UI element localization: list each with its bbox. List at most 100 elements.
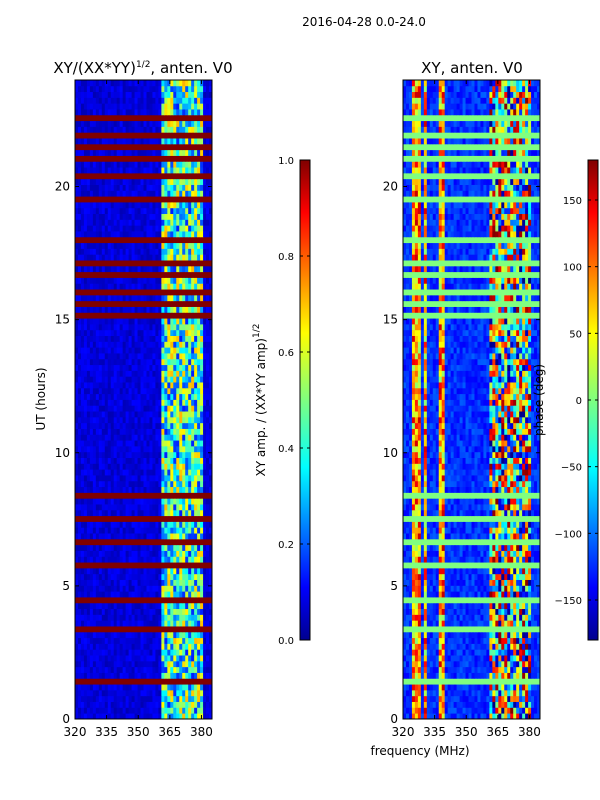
- heatmap-cell: [170, 376, 174, 383]
- heatmap-cell: [92, 533, 97, 540]
- heatmap-cell: [164, 689, 168, 697]
- heatmap-cell: [167, 608, 171, 615]
- heatmap-cell: [75, 486, 79, 493]
- heatmap-cell: [164, 207, 168, 215]
- heatmap-cell: [122, 109, 127, 116]
- heatmap-cell: [182, 294, 186, 302]
- heatmap-cell: [101, 440, 106, 447]
- heatmap-cell: [134, 283, 138, 290]
- heatmap-cell: [137, 184, 141, 191]
- heatmap-cell: [152, 469, 156, 476]
- heatmap-cell: [209, 475, 213, 482]
- heatmap-cell: [140, 515, 144, 522]
- heatmap-cell: [80, 562, 85, 569]
- heatmap-cell: [104, 486, 109, 493]
- heatmap-cell: [206, 701, 210, 708]
- heatmap-cell: [152, 550, 156, 557]
- heatmap-cell: [128, 91, 132, 98]
- heatmap-cell: [161, 672, 165, 679]
- heatmap-cell: [149, 643, 153, 650]
- heatmap-cell: [173, 498, 177, 505]
- heatmap-cell: [134, 190, 138, 197]
- heatmap-cell: [89, 289, 94, 296]
- heatmap-cell: [98, 231, 103, 238]
- heatmap-cell: [155, 591, 159, 598]
- heatmap-cell: [128, 562, 132, 569]
- heatmap-cell: [149, 579, 153, 586]
- heatmap-cell: [128, 103, 132, 110]
- heatmap-cell: [101, 457, 106, 464]
- heatmap-cell: [173, 201, 177, 209]
- heatmap-cell: [173, 236, 177, 244]
- heatmap-cell: [203, 457, 207, 464]
- heatmap-cell: [107, 143, 112, 151]
- heatmap-cell: [191, 97, 195, 104]
- heatmap-cell: [122, 521, 127, 528]
- heatmap-cell: [131, 684, 135, 691]
- heatmap-cell: [125, 411, 130, 418]
- heatmap-cell: [116, 172, 121, 180]
- heatmap-cell: [107, 544, 112, 551]
- heatmap-cell: [131, 492, 135, 499]
- heatmap-cell: [146, 353, 150, 360]
- heatmap-cell: [170, 213, 174, 220]
- heatmap-cell: [98, 172, 103, 180]
- heatmap-cell: [143, 277, 147, 284]
- heatmap-cell: [209, 196, 213, 203]
- heatmap-cell: [89, 602, 94, 610]
- heatmap-cell: [173, 126, 177, 133]
- heatmap-cell: [149, 254, 153, 261]
- heatmap-cell: [209, 231, 213, 238]
- heatmap-cell: [194, 120, 198, 127]
- heatmap-cell: [209, 573, 213, 580]
- heatmap-cell: [89, 138, 94, 145]
- heatmap-cell: [206, 138, 210, 145]
- heatmap-cell: [116, 201, 121, 209]
- heatmap-cell: [134, 567, 138, 575]
- heatmap-cell: [80, 358, 85, 366]
- heatmap-cell: [140, 323, 144, 331]
- heatmap-cell: [209, 219, 213, 226]
- heatmap-cell: [203, 225, 207, 232]
- heatmap-cell: [113, 335, 118, 342]
- heatmap-cell: [164, 666, 168, 673]
- heatmap-cell: [197, 434, 201, 441]
- heatmap-cell: [119, 602, 124, 610]
- heatmap-cell: [197, 277, 201, 284]
- heatmap-cell: [200, 172, 204, 180]
- heatmap-cell: [122, 236, 127, 244]
- heatmap-cell: [200, 562, 204, 569]
- heatmap-cell: [209, 335, 213, 342]
- heatmap-cell: [203, 533, 207, 540]
- heatmap-cell: [167, 434, 171, 441]
- heatmap-cell: [194, 585, 198, 592]
- heatmap-cell: [155, 411, 159, 418]
- heatmap-cell: [119, 544, 124, 551]
- heatmap-cell: [125, 190, 130, 197]
- heatmap-cell: [146, 306, 150, 313]
- heatmap-cell: [98, 219, 103, 226]
- heatmap-cell: [164, 277, 168, 284]
- heatmap-cell: [125, 440, 130, 447]
- heatmap-cell: [75, 631, 79, 639]
- heatmap-cell: [110, 97, 115, 104]
- heatmap-cell: [80, 457, 85, 464]
- heatmap-cell: [155, 428, 159, 435]
- heatmap-cell: [86, 353, 91, 360]
- heatmap-cell: [119, 178, 124, 185]
- heatmap-cell: [170, 109, 174, 116]
- heatmap-cell: [158, 213, 162, 220]
- heatmap-cell: [101, 660, 106, 668]
- heatmap-cell: [137, 660, 141, 668]
- heatmap-cell: [128, 509, 132, 517]
- heatmap-cell: [125, 550, 130, 557]
- heatmap-cell: [95, 155, 100, 162]
- heatmap-cell: [92, 109, 97, 116]
- heatmap-cell: [182, 533, 186, 540]
- heatmap-cell: [191, 515, 195, 522]
- heatmap-cell: [113, 91, 118, 98]
- heatmap-cell: [194, 573, 198, 580]
- heatmap-cell: [143, 236, 147, 244]
- heatmap-cell: [89, 172, 94, 180]
- heatmap-cell: [191, 248, 195, 255]
